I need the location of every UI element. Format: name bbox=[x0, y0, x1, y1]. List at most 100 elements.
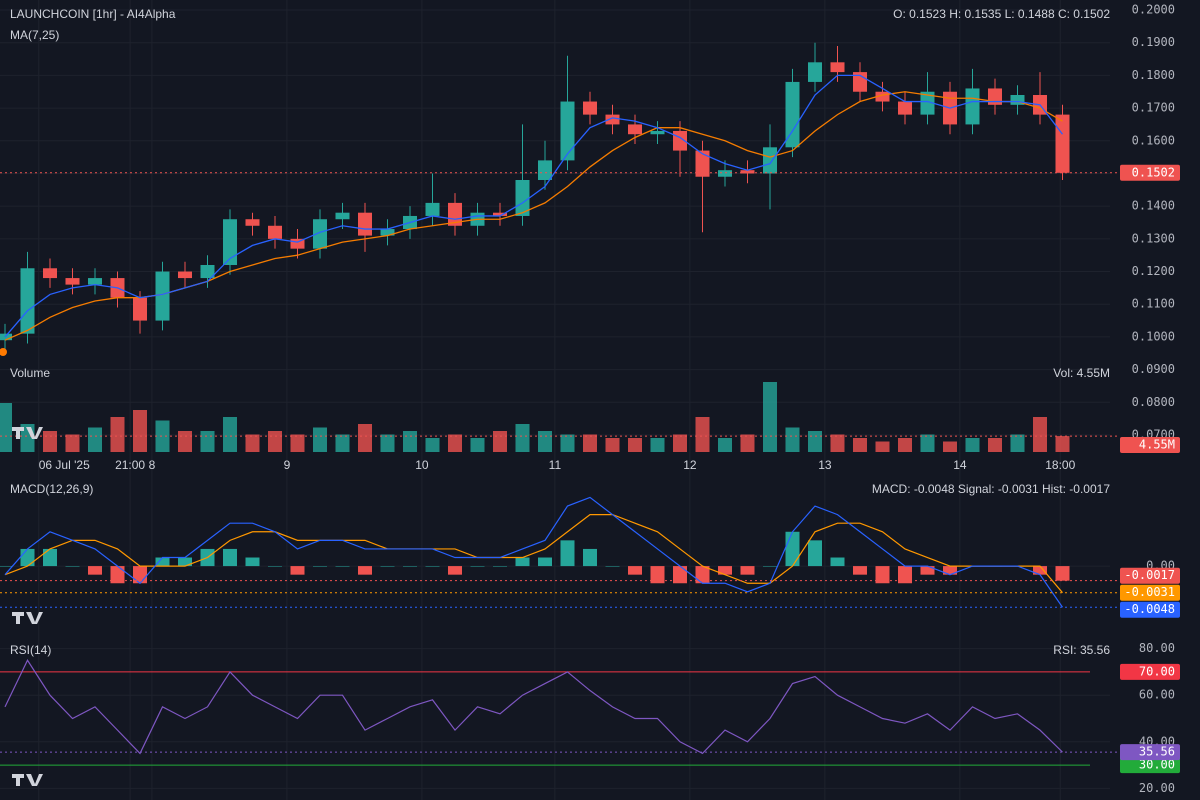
histogram-bar bbox=[853, 566, 867, 575]
x-tick-label: 06 Jul '25 bbox=[39, 458, 90, 472]
histogram-bar bbox=[605, 566, 620, 567]
histogram-bar bbox=[110, 566, 125, 584]
y-tick-label: 0.0800 bbox=[1132, 395, 1175, 409]
y-tick-label: 0.2000 bbox=[1132, 3, 1175, 17]
histogram-bar bbox=[178, 557, 192, 567]
histogram-bar bbox=[268, 566, 282, 567]
signal-tag-bg bbox=[1120, 584, 1180, 601]
volume-bar bbox=[43, 431, 57, 452]
candle-body bbox=[88, 278, 102, 285]
volume-bar bbox=[178, 431, 192, 452]
rsi-tag: 35.56 bbox=[1139, 745, 1175, 759]
panel-legend: RSI: 35.56 bbox=[1053, 643, 1110, 657]
x-tick-label: 8 bbox=[149, 458, 156, 472]
candle-body bbox=[448, 202, 462, 226]
x-tick-label: 18:00 bbox=[1045, 458, 1075, 472]
y-tick-label: 20.00 bbox=[1139, 781, 1175, 795]
x-tick-label: 10 bbox=[415, 458, 429, 472]
panel-title: Volume bbox=[10, 366, 50, 380]
candle-body bbox=[133, 297, 147, 321]
x-tick-label: 12 bbox=[683, 458, 697, 472]
candle-body bbox=[965, 88, 980, 125]
rsi-level-tag-bg bbox=[1120, 663, 1180, 680]
y-tick-label: 0.1600 bbox=[1132, 133, 1175, 147]
y-tick-label: 80.00 bbox=[1139, 641, 1175, 655]
candle-body bbox=[605, 114, 620, 125]
y-tick-label: 0.1200 bbox=[1132, 264, 1175, 278]
candle-body bbox=[718, 170, 732, 177]
volume-bar bbox=[583, 434, 597, 452]
volume-bar bbox=[875, 441, 890, 452]
histogram-bar bbox=[560, 540, 575, 567]
hist-tag-bg bbox=[1120, 567, 1180, 584]
histogram-bar bbox=[245, 557, 260, 567]
candle-body bbox=[20, 268, 35, 334]
volume-bar bbox=[763, 382, 777, 452]
candle-body bbox=[245, 219, 260, 226]
volume-bar bbox=[808, 431, 822, 452]
candle-body bbox=[380, 229, 395, 236]
panel-title: RSI(14) bbox=[10, 643, 51, 657]
volume-bar bbox=[1033, 417, 1047, 452]
y-tick-label: 0.1900 bbox=[1132, 35, 1175, 49]
volume-bar bbox=[223, 417, 237, 452]
histogram-bar bbox=[943, 566, 957, 575]
last-price-tag-bg bbox=[1120, 164, 1180, 181]
histogram-bar bbox=[515, 557, 530, 567]
x-tick-label: 14 bbox=[953, 458, 967, 472]
ma-label: MA(7,25) bbox=[10, 28, 59, 42]
panel-legend: MACD: -0.0048 Signal: -0.0031 Hist: -0.0… bbox=[872, 482, 1110, 496]
volume-bar bbox=[515, 424, 530, 452]
candle-body bbox=[1055, 114, 1070, 173]
histogram-bar bbox=[1033, 566, 1047, 575]
volume-bar bbox=[0, 403, 12, 452]
volume-bar bbox=[335, 434, 350, 452]
histogram-bar bbox=[155, 557, 170, 567]
x-tick-label: 21:00 bbox=[115, 458, 145, 472]
x-tick-label: 11 bbox=[549, 458, 562, 472]
volume-bar bbox=[830, 434, 845, 452]
histogram-bar bbox=[740, 566, 755, 575]
hist-tag: -0.0017 bbox=[1124, 568, 1175, 582]
volume-bar bbox=[965, 438, 980, 452]
candle-body bbox=[898, 101, 912, 115]
candle-body bbox=[1010, 95, 1025, 105]
volume-bar bbox=[853, 438, 867, 452]
last-price-tag: 0.1502 bbox=[1132, 165, 1175, 179]
histogram-bar bbox=[830, 557, 845, 567]
start-marker bbox=[0, 348, 7, 356]
histogram-bar bbox=[65, 566, 80, 567]
macd-line bbox=[4, 496, 1063, 608]
candle-body bbox=[178, 271, 192, 279]
histogram-bar bbox=[358, 566, 372, 575]
volume-bar bbox=[650, 438, 665, 452]
volume-bar bbox=[155, 420, 170, 452]
histogram-bar bbox=[650, 566, 665, 584]
candle-body bbox=[830, 62, 845, 73]
candle-body bbox=[920, 91, 935, 115]
volume-bar bbox=[673, 434, 687, 452]
histogram-bar bbox=[898, 566, 912, 584]
histogram-bar bbox=[673, 566, 687, 584]
candle-body bbox=[988, 88, 1002, 105]
volume-bar bbox=[988, 438, 1002, 452]
volume-bar bbox=[538, 431, 552, 452]
volume-bar bbox=[920, 434, 935, 452]
volume-bar bbox=[65, 434, 80, 452]
candle-body bbox=[763, 147, 777, 174]
candle-body bbox=[515, 180, 530, 216]
histogram-bar bbox=[470, 566, 485, 567]
candle-body bbox=[155, 271, 170, 321]
panel-title: LAUNCHCOIN [1hr] - AI4Alpha bbox=[10, 7, 176, 21]
volume-bar bbox=[628, 438, 642, 452]
candle-body bbox=[695, 150, 710, 177]
histogram-bar bbox=[313, 566, 327, 567]
histogram-bar bbox=[335, 566, 350, 567]
logo bbox=[12, 427, 43, 786]
volume-bar bbox=[358, 424, 372, 452]
candle-body bbox=[538, 160, 552, 180]
y-tick-label: 0.1100 bbox=[1132, 297, 1175, 311]
volume-bar bbox=[425, 438, 440, 452]
candle-body bbox=[875, 91, 890, 102]
